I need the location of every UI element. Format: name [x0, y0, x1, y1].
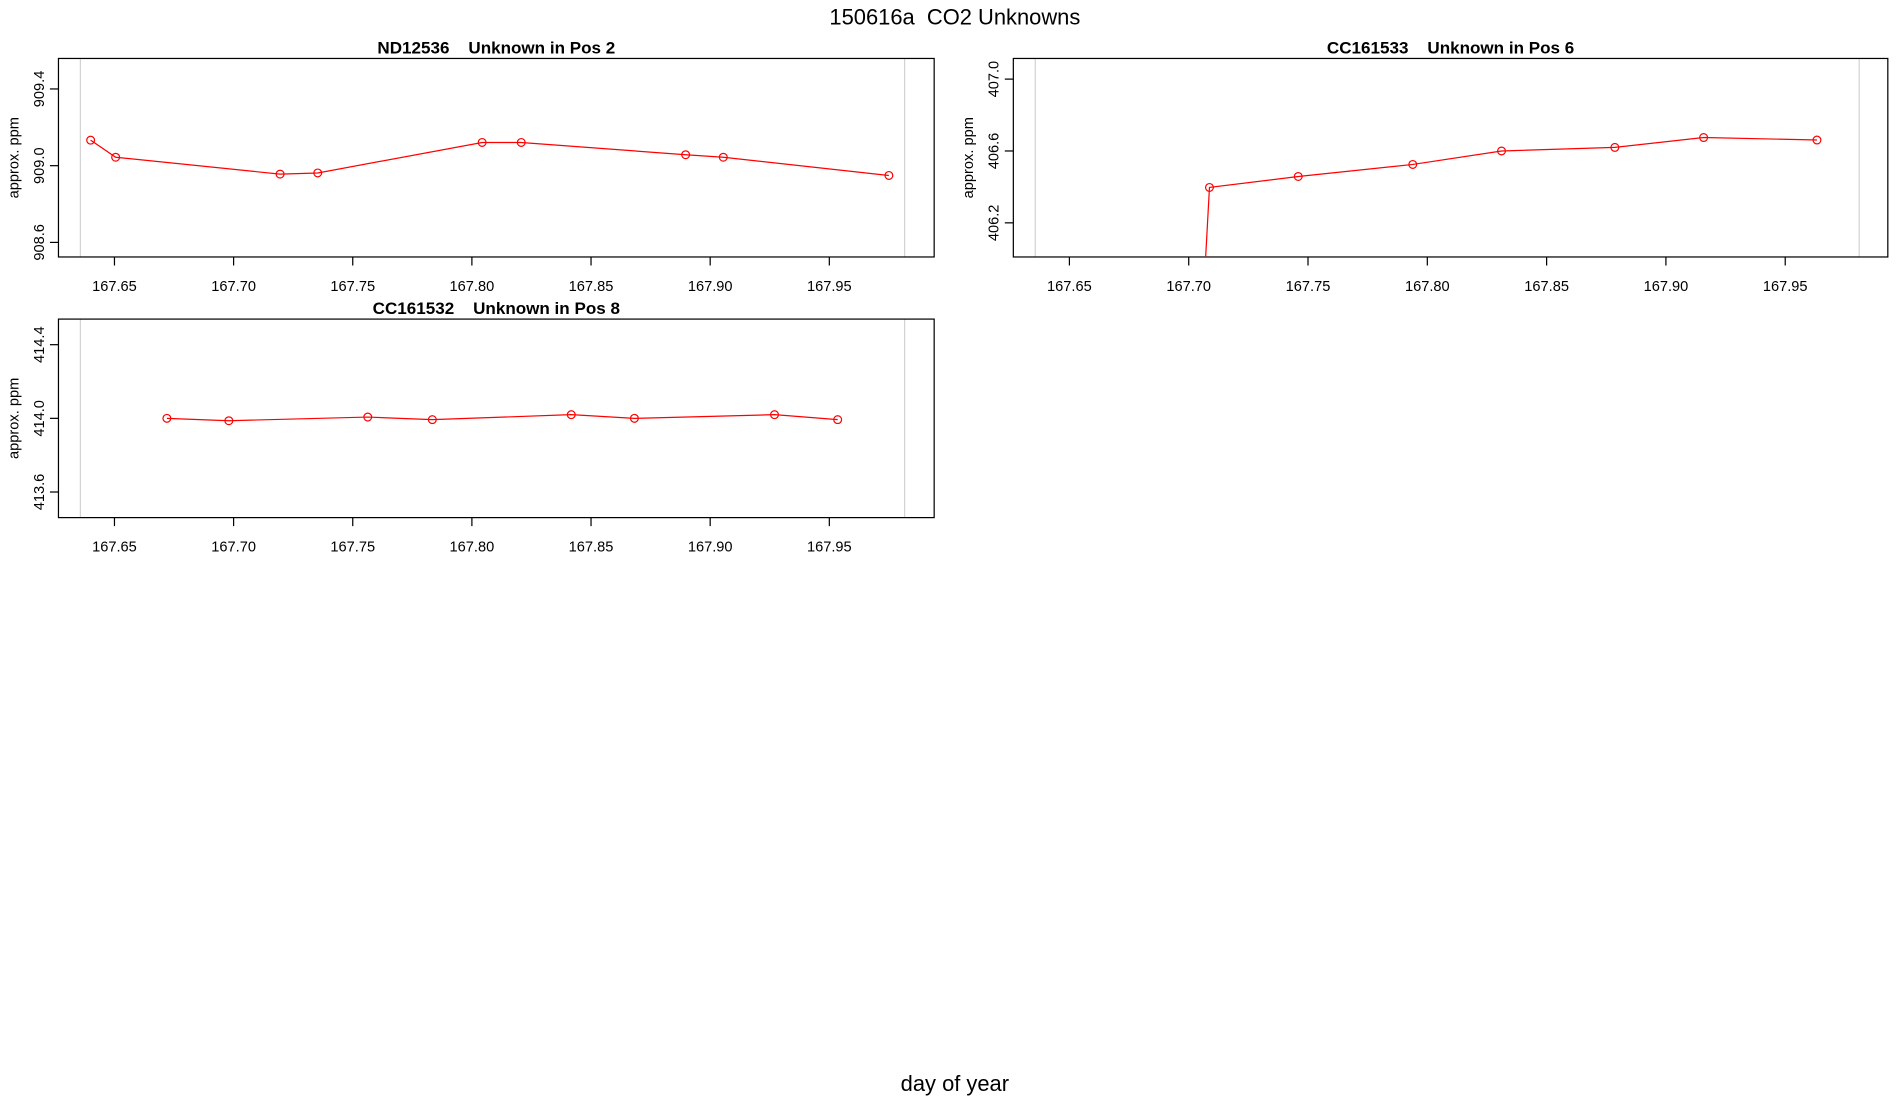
data-point — [770, 410, 780, 420]
data-point — [884, 170, 894, 180]
y-tick-label: 406.6 — [987, 133, 1003, 170]
data-point — [275, 169, 285, 179]
x-tick-label: 167.80 — [450, 279, 495, 295]
x-tick-label: 167.80 — [450, 540, 495, 556]
data-point — [1497, 146, 1507, 156]
y-tick-label: 909.0 — [32, 147, 48, 184]
data-point — [566, 410, 576, 420]
plot-frame — [1012, 57, 1889, 258]
y-tick-label: 414.0 — [32, 400, 48, 437]
y-tick-label: 406.2 — [987, 205, 1003, 242]
x-tick-label: 167.95 — [1763, 279, 1808, 295]
data-point — [86, 135, 96, 145]
x-axis-label: day of year — [901, 1071, 1009, 1096]
x-tick-label: 167.85 — [1524, 279, 1569, 295]
y-tick-label: 909.4 — [32, 71, 48, 108]
panel-title: CC161532 Unknown in Pos 8 — [373, 299, 620, 318]
data-point — [224, 416, 234, 426]
data-point — [833, 415, 843, 425]
data-line — [90, 139, 889, 177]
series — [162, 410, 843, 426]
data-line — [166, 414, 838, 422]
series — [1204, 132, 1822, 257]
data-point — [1812, 135, 1822, 145]
data-point — [313, 168, 323, 178]
x-tick-label: 167.65 — [92, 279, 137, 295]
data-point — [427, 415, 437, 425]
x-tick-label: 167.65 — [1047, 279, 1092, 295]
data-point — [1699, 132, 1709, 143]
x-tick-label: 167.70 — [211, 540, 256, 556]
x-tick-label: 167.70 — [1166, 279, 1211, 295]
data-point — [111, 152, 121, 162]
plot-frame — [57, 318, 935, 519]
data-point — [1204, 182, 1214, 192]
x-tick-label: 167.80 — [1405, 279, 1450, 295]
x-tick-label: 167.95 — [807, 540, 852, 556]
x-tick-label: 167.70 — [211, 279, 256, 295]
x-tick-label: 167.75 — [1286, 279, 1331, 295]
y-tick-label: 908.6 — [32, 224, 48, 261]
data-point — [516, 137, 526, 147]
x-tick-label: 167.75 — [330, 279, 375, 295]
x-tick-label: 167.75 — [330, 540, 375, 556]
x-tick-label: 167.85 — [569, 279, 614, 295]
x-tick-label: 167.90 — [1644, 279, 1689, 295]
y-tick-label: 407.0 — [987, 61, 1003, 98]
data-point — [681, 150, 691, 160]
x-tick-label: 167.65 — [92, 540, 137, 556]
data-point — [1610, 142, 1620, 152]
data-point — [1408, 159, 1418, 169]
y-tick-label: 414.4 — [32, 326, 48, 363]
x-tick-label: 167.90 — [688, 540, 733, 556]
plot-frame — [57, 57, 935, 258]
x-tick-label: 167.90 — [688, 279, 733, 295]
data-point — [629, 413, 639, 423]
y-axis-label: approx. ppm — [6, 378, 22, 459]
data-point — [718, 152, 728, 162]
data-point — [363, 412, 373, 422]
data-point — [477, 137, 487, 147]
y-tick-label: 413.6 — [32, 474, 48, 511]
data-line — [1205, 136, 1817, 257]
data-point — [1293, 171, 1303, 181]
y-axis-label: approx. ppm — [6, 117, 22, 198]
series — [86, 135, 894, 180]
data-point — [162, 413, 172, 423]
panel-title: ND12536 Unknown in Pos 2 — [377, 39, 615, 58]
figure-title: 150616a CO2 Unknowns — [829, 4, 1080, 29]
x-tick-label: 167.95 — [807, 279, 852, 295]
panel-title: CC161533 Unknown in Pos 6 — [1327, 39, 1574, 58]
y-axis-label: approx. ppm — [961, 117, 977, 198]
x-tick-label: 167.85 — [569, 540, 614, 556]
